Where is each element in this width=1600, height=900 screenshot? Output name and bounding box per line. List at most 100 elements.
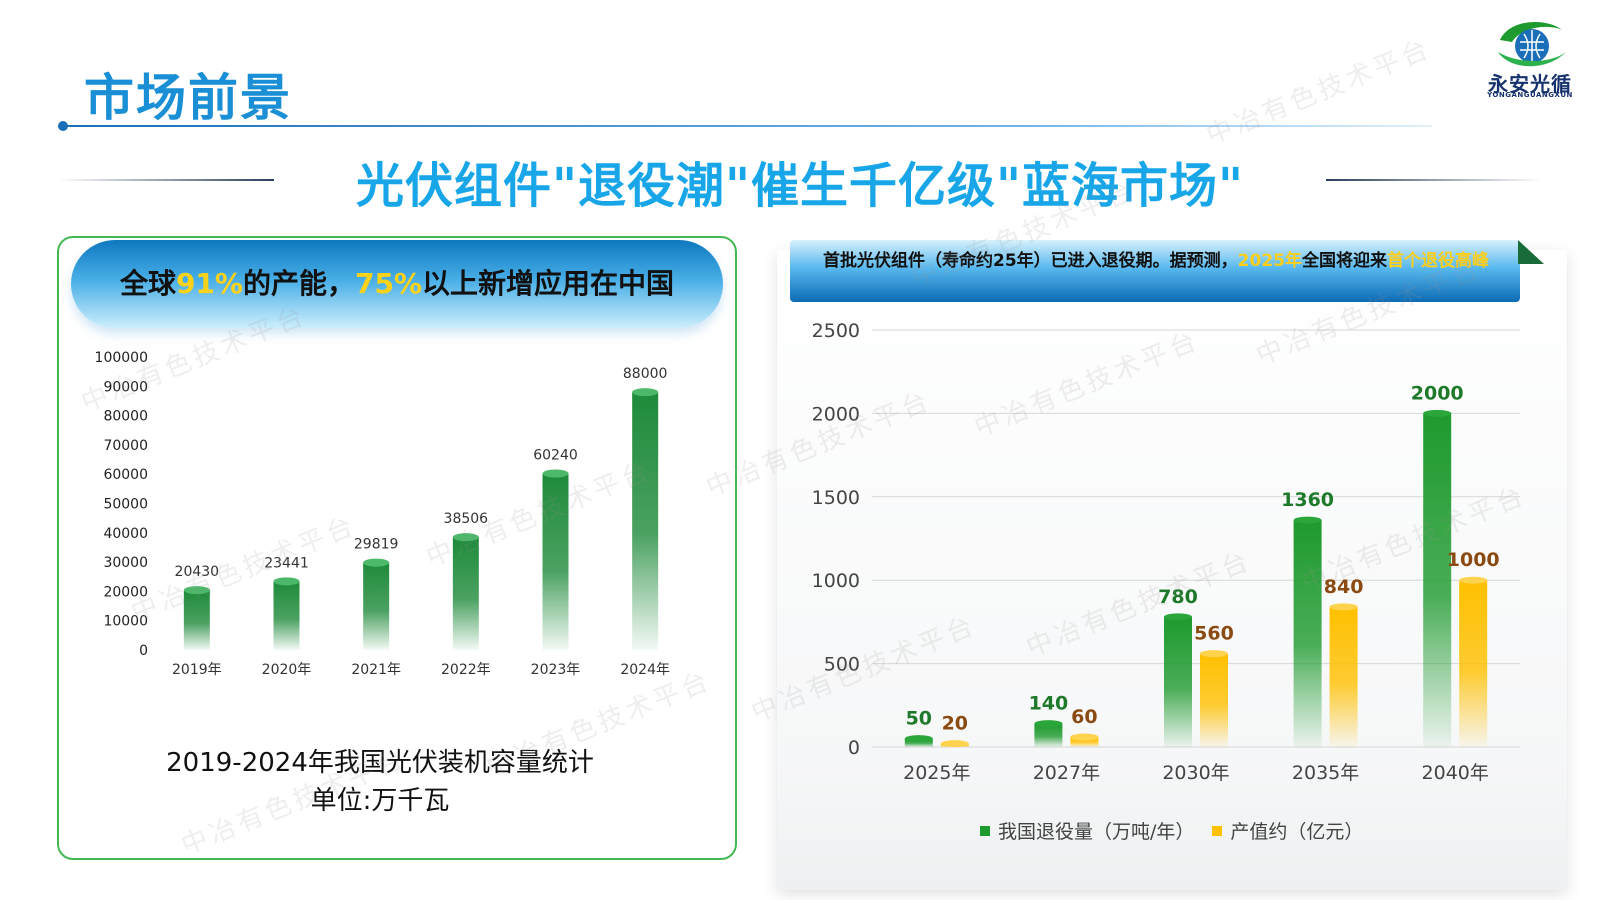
highlight-first-peak: 首个退役高峰 — [1386, 251, 1489, 271]
legend-label-retirement: 我国退役量（万吨/年） — [998, 821, 1195, 843]
bar-retirement — [1034, 723, 1063, 747]
banner-text-part: 全国将迎来 — [1301, 251, 1387, 271]
bar-cap — [273, 577, 300, 586]
banner-text-part: 首批光伏组件（寿命约25年）已进入退役期。据预测， — [823, 251, 1238, 271]
y-tick-label: 80000 — [103, 409, 148, 425]
right-banner-text: 首批光伏组件（寿命约25年）已进入退役期。据预测，2025年全国将迎来首个退役高… — [800, 250, 1512, 273]
x-tick-label: 2027年 — [1033, 762, 1100, 784]
headline: 光伏组件"退役潮"催生千亿级"蓝海市场" — [355, 158, 1245, 214]
company-logo — [1498, 21, 1566, 67]
y-tick-label: 0 — [848, 737, 860, 759]
y-tick-label: 50000 — [103, 497, 148, 513]
y-tick-label: 40000 — [103, 526, 148, 542]
data-label: 38506 — [444, 511, 489, 527]
bar-cap — [1329, 603, 1358, 611]
bar-cap — [542, 469, 569, 478]
data-label: 1000 — [1447, 549, 1500, 571]
x-tick-label: 2021年 — [351, 662, 401, 678]
data-label: 23441 — [264, 555, 309, 571]
data-label: 20 — [942, 713, 968, 735]
installed-capacity-chart: 0 10000 20000 30000 40000 50000 60000 70000 8000… — [95, 350, 670, 678]
bar-cap — [1423, 409, 1452, 417]
bar-cap — [904, 735, 933, 743]
bar — [632, 392, 659, 650]
right-banner — [790, 240, 1520, 302]
data-label: 840 — [1324, 576, 1364, 598]
chart1-unit: 单位:万千瓦 — [310, 786, 450, 816]
x-tick-label: 2035年 — [1292, 762, 1359, 784]
logo-name: 永安光循 — [1488, 72, 1572, 96]
bar-value — [1070, 736, 1099, 747]
y-tick-label: 90000 — [103, 379, 148, 395]
bar — [452, 537, 479, 650]
bar-cap — [1034, 720, 1063, 728]
bar-value — [1459, 580, 1488, 747]
bar-value — [1200, 653, 1228, 747]
y-tick-label: 2000 — [812, 403, 860, 425]
legend-label-value: 产值约（亿元） — [1230, 821, 1364, 843]
data-label: 1360 — [1281, 489, 1334, 511]
legend-swatch-green — [980, 825, 990, 836]
data-label: 50 — [906, 708, 932, 730]
bar-cap — [363, 558, 390, 567]
bar-cap — [940, 740, 969, 748]
x-tick-label: 2020年 — [262, 662, 312, 678]
y-tick-label: 70000 — [103, 438, 148, 454]
right-banner-tab — [1518, 240, 1544, 264]
y-tick-label: 100000 — [95, 350, 148, 366]
legend-swatch-yellow — [1212, 825, 1223, 836]
x-tick-label: 2022年 — [441, 662, 491, 678]
y-tick-label: 30000 — [103, 555, 148, 571]
data-label: 88000 — [623, 366, 668, 382]
highlight-75: 75% — [355, 267, 423, 300]
page-title: 市场前景 — [84, 69, 292, 127]
bar — [363, 562, 390, 650]
x-tick-label: 2040年 — [1422, 762, 1489, 784]
y-tick-label: 10000 — [103, 614, 148, 630]
left-banner-text: 全球91%的产能，75%以上新增应用在中国 — [71, 262, 723, 302]
highlight-2025: 2025年 — [1237, 251, 1302, 271]
logo-subtitle: YONGANGUANGXUN — [1487, 91, 1573, 99]
y-tick-label: 60000 — [103, 467, 148, 483]
y-tick-label: 20000 — [103, 584, 148, 600]
chart2-legend: 我国退役量（万吨/年） 产值约（亿元） — [980, 817, 1381, 844]
bar-retirement — [904, 738, 933, 747]
banner-text-part: 的产能， — [242, 267, 355, 300]
data-label: 140 — [1029, 693, 1069, 715]
left-chart-panel — [57, 236, 737, 860]
y-tick-label: 1500 — [812, 487, 860, 509]
data-label: 2000 — [1411, 382, 1464, 404]
title-rule — [62, 125, 1432, 127]
legend-item-value: 产值约（亿元） — [1212, 817, 1363, 844]
bar-cap — [1200, 650, 1228, 658]
x-tick-label: 2019年 — [172, 662, 222, 678]
data-label: 20430 — [175, 564, 220, 580]
x-tick-label: 2023年 — [531, 662, 581, 678]
data-label: 29819 — [354, 537, 399, 553]
bar-cap — [632, 388, 659, 397]
y-tick-label: 2500 — [812, 320, 860, 342]
bar — [542, 473, 569, 650]
data-label: 780 — [1158, 586, 1198, 608]
data-label: 60 — [1071, 706, 1097, 728]
x-tick-label: 2024年 — [620, 662, 670, 678]
legend-item-retirement: 我国退役量（万吨/年） — [980, 817, 1194, 844]
headline-rule-right — [1326, 179, 1542, 181]
y-tick-label: 1000 — [812, 570, 860, 592]
x-tick-label: 2030年 — [1162, 762, 1229, 784]
bar-cap — [1070, 733, 1099, 741]
data-label: 560 — [1194, 623, 1234, 645]
headline-rule-left — [58, 179, 274, 181]
y-tick-label: 500 — [824, 654, 860, 676]
highlight-91: 91% — [175, 267, 243, 300]
bar — [183, 590, 210, 650]
banner-text-part: 全球 — [119, 267, 176, 300]
watermark-text: 中冶有色技术平台 — [1202, 33, 1437, 152]
banner-text-part: 以上新增应用在中国 — [422, 267, 675, 300]
bar-retirement — [1293, 520, 1322, 747]
bar-retirement — [1423, 413, 1452, 747]
bar-value — [1329, 606, 1358, 747]
bar-cap — [452, 533, 479, 542]
chart1-caption: 2019-2024年我国光伏装机容量统计 — [166, 748, 594, 778]
